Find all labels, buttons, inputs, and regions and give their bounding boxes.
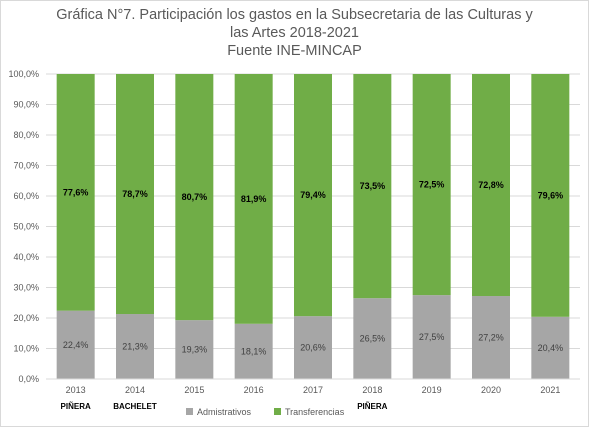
chart-title-line-1: Gráfica N°7. Participación los gastos en… [56,7,533,23]
data-label-transferencias: 72,8% [478,180,504,190]
bar-admistrativos [116,314,154,379]
x-tick-label: 2017 [303,385,323,395]
chart-title: Gráfica N°7. Participación los gastos en… [0,6,589,60]
bar-admistrativos [472,296,510,379]
bar-transferencias [116,74,154,315]
y-tick-label: 40,0% [13,252,39,262]
x-tick-label: 2015 [184,385,204,395]
bar-admistrativos [234,323,273,379]
data-label-transferencias: 72,5% [419,180,445,190]
data-label-transferencias: 81,9% [241,194,267,204]
y-tick-label: 70,0% [13,161,39,171]
data-label-transferencias: 79,6% [538,190,564,200]
legend-swatch [274,408,281,415]
x-tick-label: 2019 [422,385,442,395]
bar-transferencias [234,74,273,324]
legend-label: Transferencias [285,407,345,417]
x-tick-label: 2020 [481,385,501,395]
data-label-admistrativos: 19,3% [182,345,208,355]
bar-transferencias [472,74,510,297]
president-label: PIÑERA [357,402,387,411]
data-label-admistrativos: 20,4% [538,343,564,353]
legend-label: Admistrativos [197,407,252,417]
y-tick-label: 0,0% [18,374,39,384]
y-tick-label: 100,0% [8,69,39,79]
y-tick-label: 60,0% [13,191,39,201]
bar-admistrativos [56,310,95,379]
data-label-admistrativos: 22,4% [63,340,89,350]
x-tick-label: 2021 [540,385,560,395]
y-tick-label: 30,0% [13,283,39,293]
data-label-admistrativos: 20,6% [300,343,326,353]
data-label-transferencias: 79,4% [300,190,326,200]
y-tick-label: 90,0% [13,100,39,110]
data-label-transferencias: 73,5% [360,181,386,191]
x-tick-label: 2016 [244,385,264,395]
data-label-transferencias: 77,6% [63,187,89,197]
data-label-transferencias: 78,7% [122,189,148,199]
x-tick-label: 2018 [362,385,382,395]
president-label: BACHELET [113,402,157,411]
x-tick-label: 2014 [125,385,145,395]
bar-transferencias [353,74,392,299]
legend-swatch [186,408,193,415]
bar-transferencias [175,74,214,321]
data-label-admistrativos: 21,3% [122,342,148,352]
y-tick-label: 10,0% [13,344,39,354]
bar-admistrativos [294,316,332,379]
x-tick-label: 2013 [66,385,86,395]
data-label-admistrativos: 27,5% [419,332,445,342]
data-label-admistrativos: 27,2% [478,333,504,343]
chart-title-line-3: Fuente INE-MINCAP [227,43,362,59]
y-tick-label: 80,0% [13,130,39,140]
president-label: PIÑERA [61,402,91,411]
bar-transferencias [412,74,451,296]
y-tick-label: 50,0% [13,222,39,232]
bar-transferencias [294,74,332,317]
chart-title-line-2: las Artes 2018-2021 [230,25,359,41]
bar-transferencias [56,74,95,311]
data-label-admistrativos: 18,1% [241,346,267,356]
y-tick-label: 20,0% [13,313,39,323]
bar-admistrativos [175,320,214,379]
bar-admistrativos [412,295,451,379]
bar-admistrativos [531,316,570,379]
data-label-admistrativos: 26,5% [360,334,386,344]
bar-transferencias [531,74,570,317]
bar-admistrativos [353,298,392,379]
data-label-transferencias: 80,7% [182,192,208,202]
